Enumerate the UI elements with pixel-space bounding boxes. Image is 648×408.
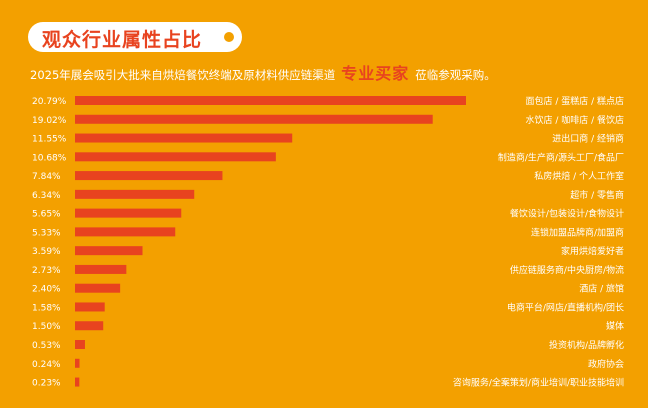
bar (75, 340, 85, 350)
value-label: 0.23% (32, 379, 61, 389)
value-label: 1.50% (32, 322, 61, 332)
category-label: 制造商/生产商/源头工厂/食品厂 (498, 151, 624, 163)
subtitle-text-before: 2025年展会吸引大批来自烘焙餐饮终端及原材料供应链渠道 (30, 68, 336, 82)
value-label: 19.02% (32, 116, 67, 126)
category-label: 投资机构/品牌孵化 (549, 339, 624, 351)
value-label: 2.73% (32, 266, 61, 276)
category-label: 超市 / 零售商 (570, 189, 624, 201)
category-label: 面包店 / 蛋糕店 / 糕点店 (525, 95, 624, 107)
bar (75, 189, 195, 199)
category-label: 咨询服务/全案策划/商业培训/职业技能培训 (453, 377, 624, 389)
value-label: 20.79% (32, 97, 67, 107)
value-label: 1.58% (32, 303, 61, 313)
value-label: 5.65% (32, 210, 61, 220)
value-label: 5.33% (32, 228, 61, 238)
category-label: 进出口商 / 经销商 (552, 133, 624, 145)
category-label: 政府协会 (588, 358, 624, 370)
subtitle-highlight: 专业买家 (341, 64, 410, 83)
value-label: 7.84% (32, 172, 61, 182)
category-label: 餐饮设计/包装设计/食物设计 (510, 208, 624, 220)
bar (75, 227, 176, 237)
bar (75, 133, 293, 143)
bar (75, 283, 121, 293)
category-label: 供应链服务商/中央厨房/物流 (510, 264, 624, 276)
value-label: 3.59% (32, 247, 61, 257)
bar (75, 208, 182, 218)
category-label: 连锁加盟品牌商/加盟商 (531, 226, 624, 238)
bar (75, 321, 104, 331)
value-label: 0.53% (32, 341, 61, 351)
title-pill: 观众行业属性占比 (28, 22, 242, 52)
subtitle: 2025年展会吸引大批来自烘焙餐饮终端及原材料供应链渠道 专业买家 莅临参观采购。 (30, 62, 496, 87)
category-label: 水饮店 / 咖啡店 / 餐饮店 (525, 114, 624, 126)
category-label: 电商平台/网店/直播机构/团长 (507, 301, 624, 313)
category-label: 家用烘焙爱好者 (561, 245, 624, 257)
value-label: 11.55% (32, 135, 67, 145)
category-label: 媒体 (606, 320, 624, 332)
bar (75, 246, 143, 256)
subtitle-text-after: 莅临参观采购。 (415, 68, 496, 82)
bar (75, 358, 80, 368)
bar (75, 302, 105, 312)
page-title: 观众行业属性占比 (42, 29, 203, 51)
value-label: 2.40% (32, 285, 61, 295)
value-label: 6.34% (32, 191, 61, 201)
bar (75, 171, 223, 181)
bar (75, 152, 276, 162)
category-label: 酒店 / 旅馆 (579, 283, 624, 295)
bar (75, 377, 80, 387)
bar (75, 96, 466, 105)
value-label: 0.24% (32, 360, 61, 370)
bar (75, 114, 433, 124)
bar (75, 264, 127, 274)
value-label: 10.68% (32, 153, 67, 163)
title-dot-icon (224, 32, 234, 42)
category-label: 私房烘焙 / 个人工作室 (534, 170, 624, 182)
